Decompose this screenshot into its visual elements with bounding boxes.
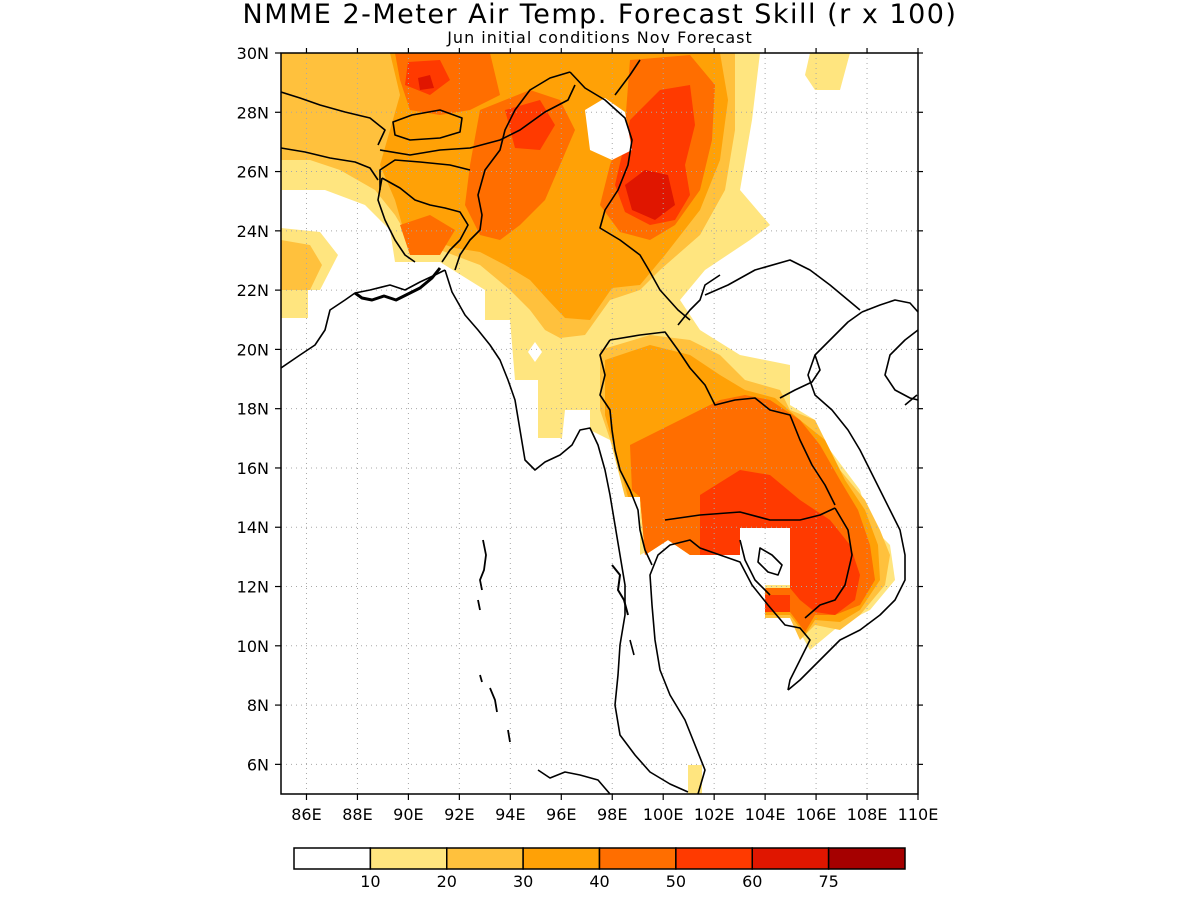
lon-tick-label: 108E bbox=[847, 805, 888, 824]
colorbar-swatch bbox=[446, 847, 524, 870]
map-gridlines bbox=[281, 53, 918, 794]
lon-tick-label: 110E bbox=[898, 805, 939, 824]
axis-ticks bbox=[275, 48, 923, 800]
lon-tick-label: 98E bbox=[597, 805, 627, 824]
map-subtitle: Jun initial conditions Nov Forecast bbox=[447, 28, 753, 47]
lat-tick-label: 30N bbox=[237, 44, 269, 63]
colorbar-swatch bbox=[827, 847, 906, 870]
longitude-labels: 86E 88E 90E 92E 94E 96E 98E 100E 102E 104E 106E 108… bbox=[291, 805, 938, 824]
skill-band-60-75 bbox=[418, 75, 675, 220]
colorbar-label: 40 bbox=[589, 872, 609, 891]
colorbar-labels: 10 20 30 40 50 60 75 bbox=[360, 872, 839, 891]
colorbar-swatch bbox=[293, 847, 372, 870]
colorbar-label: 60 bbox=[742, 872, 762, 891]
map-frame bbox=[280, 52, 919, 795]
colorbar-swatch bbox=[675, 847, 753, 870]
lat-tick-label: 16N bbox=[237, 459, 269, 478]
skill-band-50-60 bbox=[405, 60, 860, 615]
lat-tick-label: 10N bbox=[237, 637, 269, 656]
lon-tick-label: 102E bbox=[694, 805, 735, 824]
lon-tick-label: 104E bbox=[745, 805, 786, 824]
lat-tick-label: 28N bbox=[237, 103, 269, 122]
lon-tick-label: 94E bbox=[495, 805, 525, 824]
lat-tick-label: 24N bbox=[237, 222, 269, 241]
colorbar-label: 75 bbox=[818, 872, 838, 891]
lon-tick-label: 90E bbox=[393, 805, 423, 824]
lon-tick-label: 86E bbox=[291, 805, 321, 824]
colorbar-swatch bbox=[751, 847, 830, 870]
colorbar-swatch bbox=[369, 847, 448, 870]
lat-tick-label: 14N bbox=[237, 518, 269, 537]
lat-tick-label: 26N bbox=[237, 163, 269, 182]
colorbar-swatch bbox=[522, 847, 601, 870]
lat-tick-label: 22N bbox=[237, 281, 269, 300]
map-title: NMME 2-Meter Air Temp. Forecast Skill (r… bbox=[242, 0, 958, 30]
lat-tick-label: 20N bbox=[237, 340, 269, 359]
lat-tick-label: 6N bbox=[247, 755, 269, 774]
lon-tick-label: 88E bbox=[342, 805, 372, 824]
colorbar bbox=[293, 847, 906, 870]
coastlines-and-borders bbox=[281, 59, 918, 794]
lat-tick-label: 8N bbox=[247, 696, 269, 715]
colorbar-label: 10 bbox=[360, 872, 380, 891]
colorbar-label: 50 bbox=[666, 872, 686, 891]
latitude-labels: 6N 8N 10N 12N 14N 16N 18N 20N 22N 24N 26N 28N 30N bbox=[237, 44, 269, 774]
lon-tick-label: 96E bbox=[546, 805, 576, 824]
colorbar-label: 20 bbox=[437, 872, 457, 891]
skill-shading bbox=[281, 53, 895, 794]
colorbar-swatch bbox=[598, 847, 677, 870]
colorbar-label: 30 bbox=[513, 872, 533, 891]
lat-tick-label: 18N bbox=[237, 400, 269, 419]
lon-tick-label: 92E bbox=[444, 805, 474, 824]
lon-tick-label: 100E bbox=[643, 805, 684, 824]
lon-tick-label: 106E bbox=[796, 805, 837, 824]
lat-tick-label: 12N bbox=[237, 578, 269, 597]
